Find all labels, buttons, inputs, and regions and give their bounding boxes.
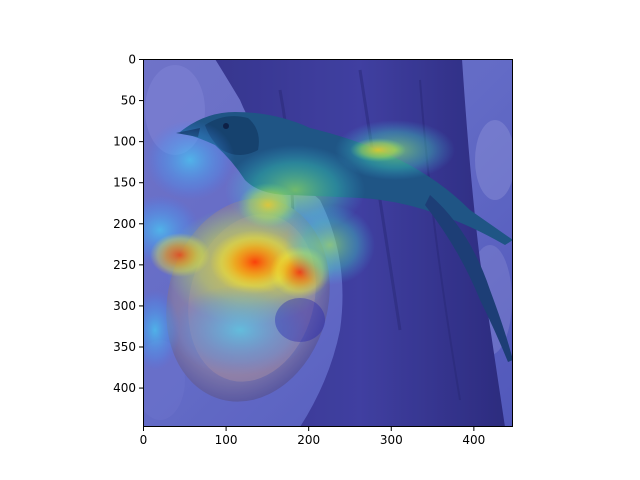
y-axis: 0 50 100 150 200 250 300 350 400 xyxy=(113,53,143,395)
y-tick-label: 100 xyxy=(113,135,136,149)
y-tick-label: 200 xyxy=(113,217,136,231)
x-tick-label: 300 xyxy=(380,433,403,447)
x-tick-label: 200 xyxy=(297,433,320,447)
y-tick-label: 350 xyxy=(113,340,136,354)
plot-frame xyxy=(143,59,513,427)
y-tick-label: 0 xyxy=(128,53,136,67)
x-axis: 0 100 200 300 400 xyxy=(140,427,485,447)
x-tick-label: 100 xyxy=(215,433,238,447)
y-tick-label: 400 xyxy=(113,381,136,395)
x-tick-label: 400 xyxy=(462,433,485,447)
y-tick-label: 50 xyxy=(121,94,136,108)
y-tick-label: 150 xyxy=(113,176,136,190)
y-tick-label: 250 xyxy=(113,258,136,272)
heatmap-image xyxy=(143,59,513,427)
y-tick-label: 300 xyxy=(113,299,136,313)
x-tick-label: 0 xyxy=(140,433,148,447)
